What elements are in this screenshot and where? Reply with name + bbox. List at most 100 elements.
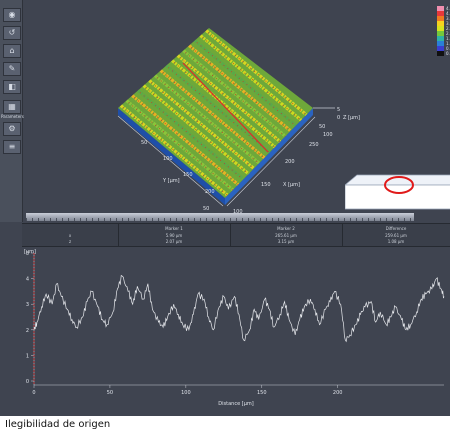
- surface-side-left: [118, 108, 225, 205]
- application-window: ◉ ↺ ⌂ ✎ ◧ ▦ Parameters ⚙ ≡ 5 0: [0, 0, 450, 416]
- x-tick: 250: [309, 142, 319, 148]
- legend-label: 4.0 µm: [446, 11, 450, 16]
- legend-entry: 1.0 µm: [437, 41, 450, 46]
- legend-swatch: [437, 21, 444, 26]
- header-cell: Difference: [385, 226, 407, 231]
- header-cell: Marker 1: [165, 226, 183, 231]
- settings-icon[interactable]: ⚙: [3, 122, 21, 136]
- table-header-row: Marker 1 Marker 2 Difference: [22, 226, 450, 232]
- x-tick: 100: [233, 209, 243, 215]
- row-label: x: [68, 233, 72, 238]
- 3d-surface-viewer[interactable]: 5 0 Z [µm] 50 100 150 200 Y [µm] 50 100 …: [23, 0, 450, 222]
- table-cell: 3.15 µm: [277, 239, 295, 244]
- x-tick-label: 100: [181, 390, 191, 396]
- table-divider: [230, 224, 231, 246]
- position-ruler[interactable]: ◀ ◁ ▷ ▶: [26, 213, 414, 221]
- legend-swatch: [437, 31, 444, 36]
- surface-side-right: [225, 108, 313, 205]
- back-tick: 50: [319, 124, 325, 130]
- table-cell: 265.61 µm: [275, 233, 297, 238]
- home-icon[interactable]: ⌂: [3, 44, 21, 58]
- y-tick: 50: [141, 140, 147, 146]
- legend-label: 1.5 µm: [446, 36, 450, 41]
- view-icon[interactable]: ◧: [3, 80, 21, 94]
- header-cell: Marker 2: [277, 226, 295, 231]
- params-label[interactable]: Parameters: [1, 114, 24, 119]
- x-tick: 50: [203, 206, 209, 212]
- layers-icon[interactable]: ≡: [3, 140, 21, 154]
- profile-chart[interactable]: [µm] Distance [µm] 0 1 2 3 4 5 0 50 100 150 200: [0, 245, 450, 416]
- left-toolbar: ◉ ↺ ⌂ ✎ ◧ ▦ Parameters ⚙ ≡: [0, 0, 24, 222]
- marker-table: Marker 1 Marker 2 Difference x 5.90 µm 2…: [22, 223, 450, 247]
- y-tick-label: 1: [26, 353, 29, 359]
- legend-label: 2.5 µm: [446, 26, 450, 31]
- surface-ridges: [119, 29, 313, 198]
- y-axis-label: Y [µm]: [162, 178, 180, 184]
- legend-swatch: [437, 51, 444, 56]
- legend-label: 1.0 µm: [446, 41, 450, 46]
- legend-entry: 4.0 µm: [437, 11, 450, 16]
- legend-entry: 2.0 µm: [437, 31, 450, 36]
- row-label: z: [68, 239, 72, 244]
- legend-swatch: [437, 6, 444, 11]
- grid-icon[interactable]: ▦: [3, 100, 21, 114]
- y-axis-line: [117, 115, 224, 207]
- legend-entry: 0.5 µm: [437, 46, 450, 51]
- legend-swatch: [437, 16, 444, 21]
- y-tick-label: 2: [26, 328, 29, 334]
- y-tick-label: 0: [26, 379, 29, 385]
- y-tick: 100: [163, 156, 173, 162]
- ruler-ticks: [26, 218, 414, 221]
- edit-icon[interactable]: ✎: [3, 62, 21, 76]
- x-tick-label: 200: [333, 390, 343, 396]
- legend-entry: 2.5 µm: [437, 26, 450, 31]
- table-divider: [342, 224, 343, 246]
- legend-swatch: [437, 11, 444, 16]
- legend-swatch: [437, 46, 444, 51]
- legend-entry: 0.0 µm: [437, 51, 450, 56]
- legend-swatch: [437, 41, 444, 46]
- legend-entry: 4.5 µm: [437, 6, 450, 11]
- table-cell: 1.08 µm: [387, 239, 405, 244]
- profile-line: [182, 62, 269, 153]
- legend-label: 3.5 µm: [446, 16, 450, 21]
- z-tick-0: 0: [337, 115, 340, 121]
- table-row[interactable]: x 5.90 µm 265.61 µm 259.61 µm: [22, 233, 450, 239]
- y-tick-label: 5: [26, 251, 29, 257]
- legend-label: 0.0 µm: [446, 51, 450, 56]
- reset-icon[interactable]: ↺: [3, 26, 21, 40]
- highlight-circle: [384, 176, 414, 194]
- z-tick-5: 5: [337, 107, 340, 113]
- back-tick: 100: [323, 132, 333, 138]
- x-tick-label: 150: [257, 390, 267, 396]
- profile-series-line: [33, 274, 445, 343]
- slab-front-face: [344, 184, 450, 210]
- x-tick-label: 50: [107, 390, 113, 396]
- x-tick: 200: [285, 159, 295, 165]
- legend-entry: 1.5 µm: [437, 36, 450, 41]
- surface-plot[interactable]: 5 0 Z [µm] 50 100 150 200 Y [µm] 50 100 …: [23, 0, 450, 222]
- y-tick: 150: [183, 172, 193, 178]
- legend-label: 3.0 µm: [446, 21, 450, 26]
- y-tick-label: 3: [26, 302, 29, 308]
- legend-swatch: [437, 36, 444, 41]
- legend-swatch: [437, 26, 444, 31]
- sample-slab-diagram: [343, 173, 450, 211]
- z-axis-label: Z [µm]: [343, 115, 360, 121]
- x-axis-label: X [µm]: [283, 182, 300, 188]
- surface-top: [118, 28, 313, 198]
- camera-icon[interactable]: ◉: [3, 8, 21, 22]
- x-tick-label: 0: [32, 390, 35, 396]
- y-axis-label: [µm]: [24, 249, 36, 255]
- table-cell: 2.07 µm: [165, 239, 183, 244]
- legend-entry: 3.0 µm: [437, 21, 450, 26]
- table-divider: [118, 224, 119, 246]
- legend-label: 4.5 µm: [446, 6, 450, 11]
- table-row[interactable]: z 2.07 µm 3.15 µm 1.08 µm: [22, 239, 450, 245]
- x-tick: 150: [261, 182, 271, 188]
- legend-label: 0.5 µm: [446, 46, 450, 51]
- x-axis-line: [226, 116, 316, 207]
- header-cell: [22, 226, 118, 232]
- y-tick-label: 4: [26, 277, 29, 283]
